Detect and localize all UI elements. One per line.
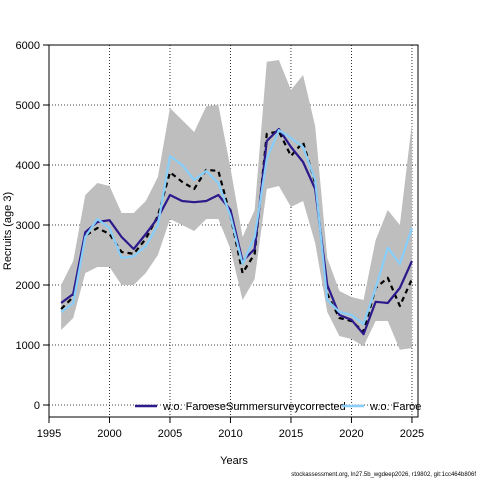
x-tick-label: 2025 xyxy=(400,428,424,440)
x-tick-label: 2005 xyxy=(158,428,182,440)
y-tick-label: 1000 xyxy=(16,340,40,352)
series-line-2 xyxy=(60,129,413,326)
x-tick-label: 1995 xyxy=(37,428,61,440)
x-tick-label: 2015 xyxy=(279,428,303,440)
y-tick-label: 0 xyxy=(34,400,40,412)
series-lines xyxy=(60,127,413,336)
y-axis: 0 1000 2000 3000 4000 5000 6000 xyxy=(16,40,50,412)
legend-label: w.o. Faroe xyxy=(369,401,421,413)
x-axis-title: Years xyxy=(220,455,248,467)
y-axis-title: Recruits (age 3) xyxy=(2,192,14,270)
y-tick-label: 2000 xyxy=(16,280,40,292)
x-tick-label: 2000 xyxy=(97,428,121,440)
legend: w.o. FaroeseSummersurveycorrected w.o. Fa… xyxy=(135,401,421,413)
x-axis: 1995 2000 2005 2010 2015 2020 2025 xyxy=(37,416,424,440)
y-tick-label: 4000 xyxy=(16,160,40,172)
legend-label: w.o. FaroeseSummersurveycorrected xyxy=(162,401,346,413)
x-tick-label: 2020 xyxy=(339,428,363,440)
y-tick-label: 3000 xyxy=(16,220,40,232)
x-tick-label: 2010 xyxy=(218,428,242,440)
footer-source: stockassessment.org, ln27.5b_wgdeep2026,… xyxy=(291,472,476,478)
y-tick-label: 6000 xyxy=(16,40,40,52)
y-tick-label: 5000 xyxy=(16,100,40,112)
